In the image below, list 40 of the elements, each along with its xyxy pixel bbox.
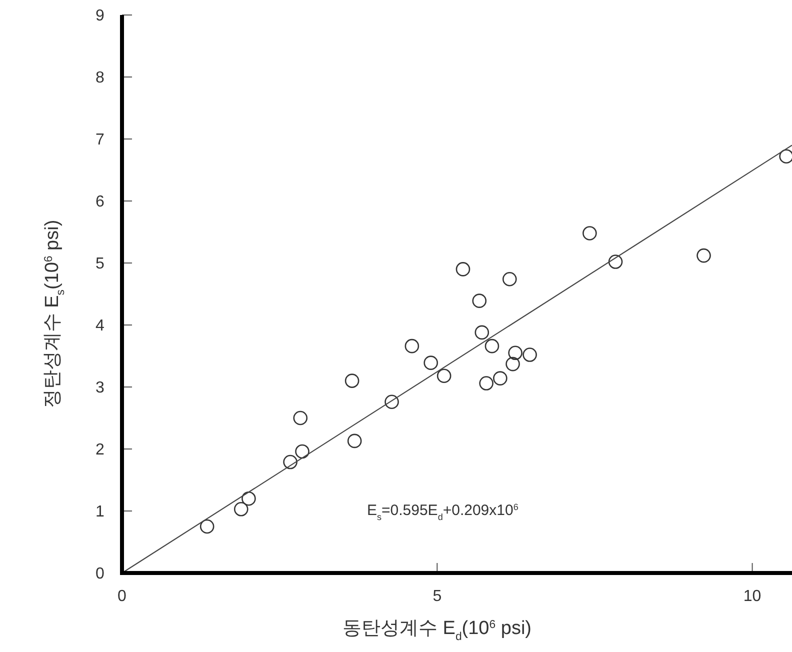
y-tick-label: 1: [96, 504, 105, 521]
point: [293, 410, 308, 426]
point: [404, 338, 420, 354]
point: [502, 272, 517, 286]
point: [472, 294, 487, 308]
point: [484, 338, 500, 354]
point: [493, 371, 508, 386]
point: [479, 376, 494, 390]
point: [474, 325, 490, 340]
y-tick-label: 0: [96, 566, 105, 583]
point: [508, 346, 522, 360]
y-tick-label: 6: [96, 194, 105, 211]
point: [200, 519, 214, 534]
y-tick-label: 4: [96, 318, 105, 335]
y-tick-label: 2: [96, 442, 105, 459]
point: [522, 348, 537, 362]
point: [436, 368, 452, 383]
x-axis-title: 동탄성계수 E$_{d}$(10$^{6}$ psi): [342, 618, 532, 643]
point: [344, 374, 360, 388]
x-tick-label: 5: [432, 588, 442, 605]
point: [347, 434, 362, 448]
point: [234, 502, 248, 516]
point: [696, 248, 711, 263]
annotation: E$_{s}$=0.595E$_{d}$+0.209x10$^{6}$: [367, 502, 518, 522]
y-tick-label: 9: [96, 8, 105, 25]
x-tick-label: 0: [118, 588, 127, 605]
point: [242, 491, 256, 506]
point: [456, 262, 470, 276]
point: [384, 394, 399, 410]
y-tick-label: 7: [96, 132, 105, 149]
y-tick-label: 3: [96, 380, 105, 397]
x-tick-label: 10: [743, 588, 762, 605]
y-tick-label: 8: [96, 70, 105, 87]
point: [582, 226, 597, 240]
point: [424, 356, 438, 370]
y-tick-label: 5: [96, 256, 105, 273]
point: [283, 454, 298, 470]
point: [295, 444, 310, 459]
point: [506, 356, 520, 372]
point: [608, 254, 623, 269]
